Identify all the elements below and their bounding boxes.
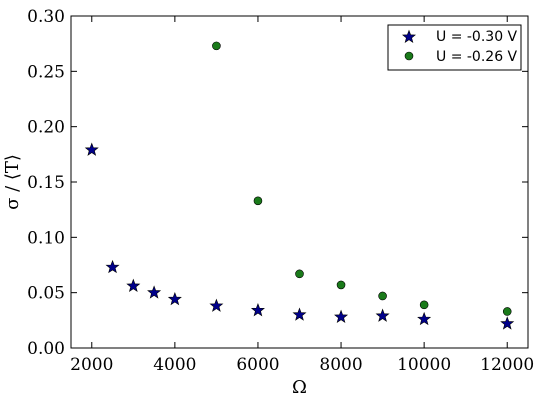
data-point-series-2 (378, 291, 387, 301)
data-point-series-2 (253, 196, 263, 206)
data-point-series-1 (417, 311, 432, 326)
y-tick-label: 0.25 (27, 62, 65, 82)
data-point-series-1 (500, 316, 515, 330)
x-tick-label: 12000 (480, 355, 534, 375)
legend-box (387, 24, 522, 71)
data-point-series-2 (419, 300, 429, 310)
data-point-series-1 (209, 298, 224, 312)
x-tick-label: 6000 (236, 355, 279, 375)
data-point-series-1 (84, 142, 99, 156)
axis-ticks: 2000 4000 6000 8000 10000 12000 0.00 0.05 0.10 0.… (27, 7, 534, 375)
data-point-series-1 (105, 259, 120, 274)
data-point-series-2 (502, 307, 512, 316)
y-tick-label: 0.15 (27, 173, 65, 193)
y-tick-label: 0.30 (27, 7, 65, 27)
data-point-series-1 (292, 307, 307, 321)
legend-label-series-1: U = -0.30 V (436, 29, 518, 45)
y-tick-label: 0.00 (27, 339, 65, 359)
data-point-series-1 (167, 291, 182, 306)
data-point-series-1 (126, 278, 141, 292)
y-axis-title: σ / ⟨T⟩ (2, 154, 23, 210)
data-point-series-1 (375, 308, 390, 322)
legend: U = -0.30 V U = -0.26 V (387, 24, 522, 71)
x-tick-label: 8000 (319, 355, 362, 375)
y-tick-label: 0.10 (27, 228, 65, 248)
data-point-series-2 (336, 280, 346, 290)
data-point-series-2 (295, 269, 304, 279)
x-tick-label: 10000 (397, 355, 451, 375)
y-tick-label: 0.05 (27, 284, 65, 304)
legend-marker-circle (404, 51, 414, 61)
data-point-series-1 (147, 285, 162, 299)
x-axis-title: Ω (292, 377, 307, 398)
legend-label-series-2: U = -0.26 V (436, 49, 518, 65)
data-point-series-2 (212, 41, 221, 51)
x-tick-label: 4000 (153, 355, 196, 375)
data-point-series-1 (250, 303, 265, 317)
legend-marker-star (402, 29, 416, 43)
x-tick-label: 2000 (70, 355, 113, 375)
y-tick-label: 0.20 (27, 118, 65, 138)
data-point-series-1 (334, 309, 349, 323)
plot-marks (84, 41, 515, 330)
